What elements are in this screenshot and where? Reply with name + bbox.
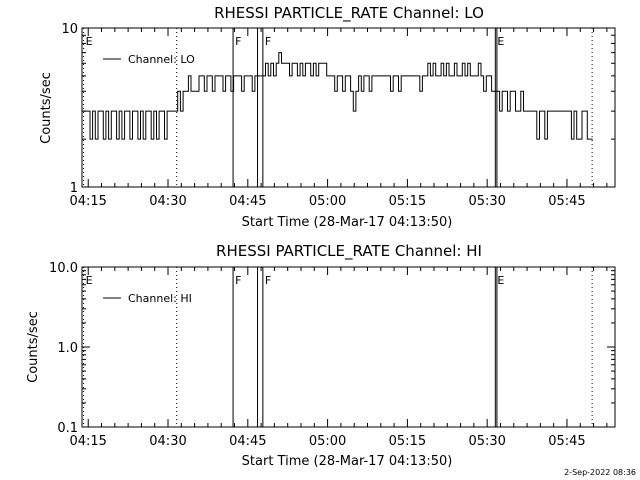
event-marker-label: F [265, 35, 271, 48]
x-tick-label: 05:45 [548, 434, 585, 449]
x-tick-label: 05:00 [309, 194, 346, 209]
y-tick-label: 1.0 [57, 341, 78, 356]
x-tick-label: 05:15 [389, 194, 426, 209]
y-tick-label: 10 [61, 22, 78, 37]
x-axis-title: Start Time (28-Mar-17 04:13:50) [242, 215, 453, 230]
y-tick-label: 10.0 [49, 261, 78, 276]
plot-frame [81, 266, 616, 428]
legend: Channel: HI [103, 292, 192, 305]
x-tick-label: 05:30 [468, 434, 505, 449]
generation-timestamp: 2-Sep-2022 08:36 [564, 468, 636, 477]
chart-panel-lo: RHESSI PARTICLE_RATE Channel: LO Counts/… [39, 4, 616, 230]
chart-title: RHESSI PARTICLE_RATE Channel: HI [216, 242, 482, 261]
x-tick-label: 05:15 [389, 434, 426, 449]
event-marker-label: E [86, 274, 93, 287]
chart-title: RHESSI PARTICLE_RATE Channel: LO [214, 4, 484, 23]
legend-entry-label: Channel: HI [128, 292, 192, 305]
y-axis-title: Counts/sec [39, 72, 54, 144]
x-tick-label: 04:45 [229, 194, 266, 209]
y-axis-title: Counts/sec [26, 311, 41, 383]
x-tick-label: 04:45 [229, 434, 266, 449]
x-tick-label: 04:30 [149, 434, 186, 449]
y-tick-label: 1 [70, 181, 78, 196]
x-tick-label: 04:15 [69, 194, 106, 209]
legend-entry-label: Channel: LO [128, 53, 195, 66]
event-marker-label: E [497, 274, 504, 287]
event-marker-label: F [235, 274, 241, 287]
event-marker-label: E [86, 35, 93, 48]
event-marker-label: E [497, 35, 504, 48]
chart-panel-hi: RHESSI PARTICLE_RATE Channel: HI Counts/… [26, 242, 616, 469]
event-marker-label: F [265, 274, 271, 287]
x-tick-label: 05:45 [548, 194, 585, 209]
plot-frame [81, 27, 616, 188]
x-tick-label: 05:00 [309, 434, 346, 449]
y-tick-label: 0.1 [57, 421, 78, 436]
x-axis-title: Start Time (28-Mar-17 04:13:50) [242, 454, 453, 469]
event-marker-label: F [235, 35, 241, 48]
x-tick-label: 04:15 [69, 434, 106, 449]
x-tick-label: 05:30 [468, 194, 505, 209]
series-line [82, 52, 593, 140]
x-tick-label: 04:30 [149, 194, 186, 209]
legend: Channel: LO [103, 53, 195, 66]
